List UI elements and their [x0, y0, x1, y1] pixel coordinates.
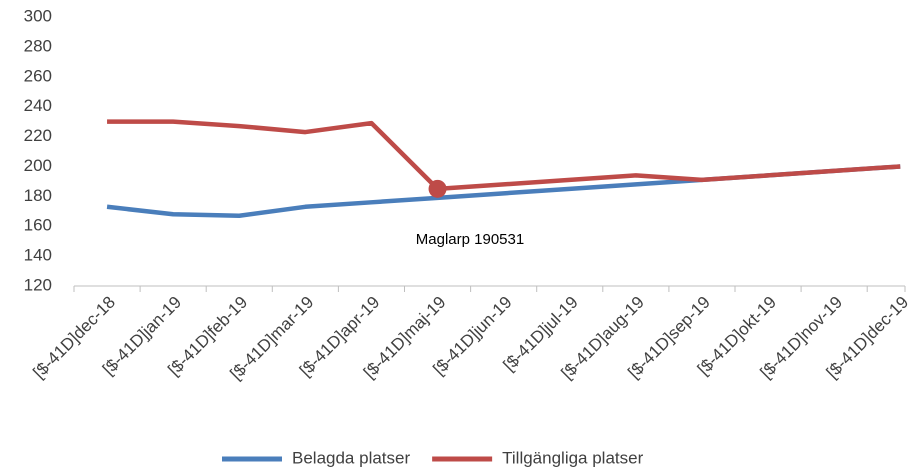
y-tick-label: 240 — [24, 96, 52, 115]
legend-label: Tillgängliga platser — [502, 448, 643, 467]
y-tick-label: 120 — [24, 275, 52, 294]
y-tick-label: 160 — [24, 216, 52, 235]
legend-label: Belagda platser — [292, 448, 410, 467]
y-tick-label: 300 — [24, 6, 52, 25]
y-tick-label: 260 — [24, 66, 52, 85]
y-tick-label: 200 — [24, 156, 52, 175]
y-tick-label: 140 — [24, 246, 52, 265]
y-tick-label: 220 — [24, 126, 52, 145]
point-marker — [428, 179, 447, 198]
annotation: Maglarp 190531 — [416, 231, 524, 248]
y-tick-label: 180 — [24, 186, 52, 205]
line — [107, 119, 901, 192]
y-tick-label: 280 — [24, 36, 52, 55]
